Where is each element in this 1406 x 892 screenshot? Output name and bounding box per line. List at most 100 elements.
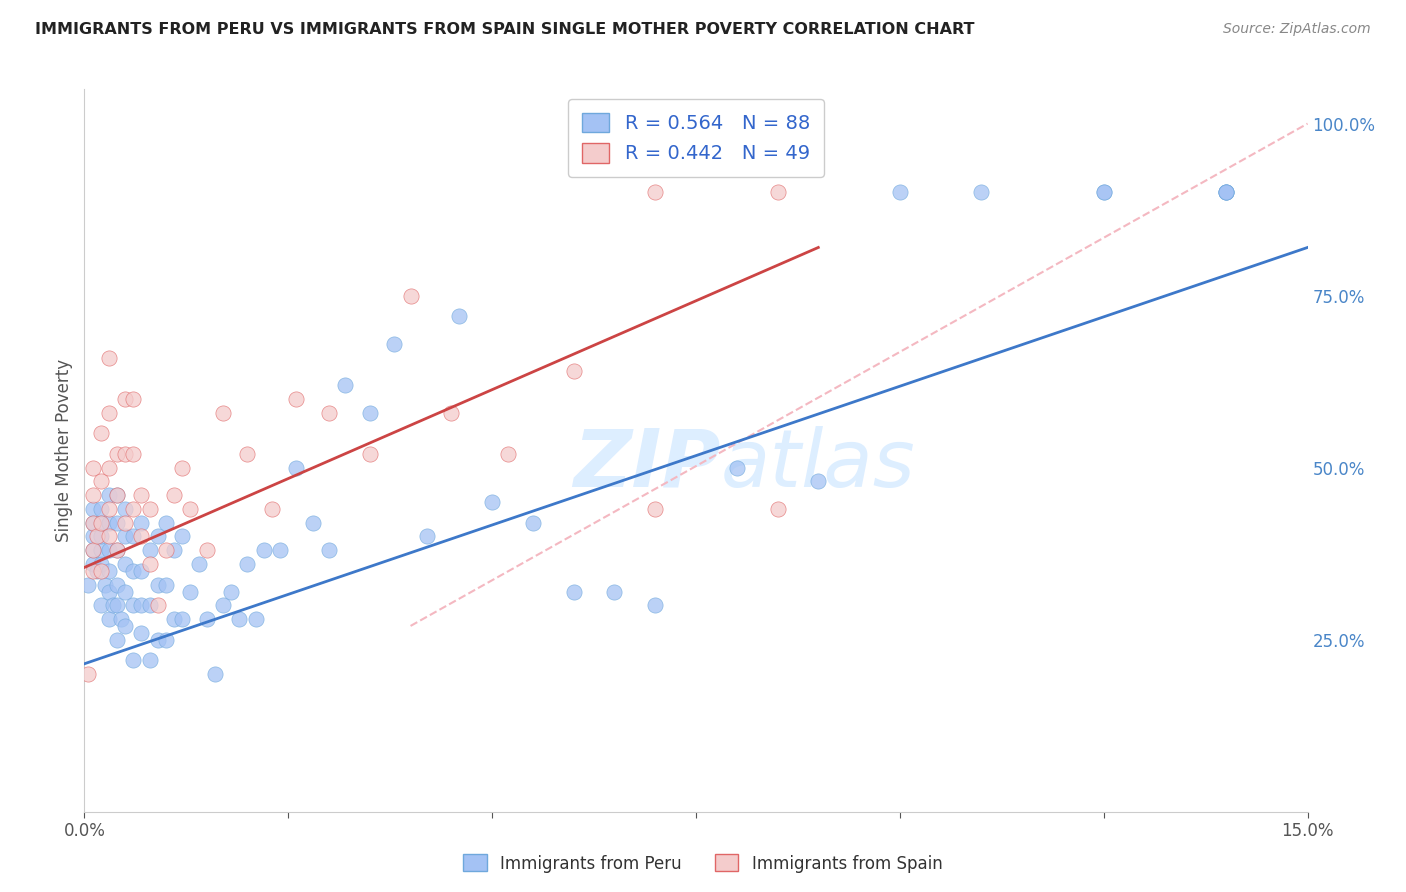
- Point: [138, 502, 160, 516]
- Point: [105, 543, 128, 558]
- Point: [644, 186, 666, 200]
- Point: [1092, 186, 1115, 200]
- Point: [82, 488, 104, 502]
- Point: [110, 612, 132, 626]
- Point: [146, 529, 169, 543]
- Point: [219, 584, 242, 599]
- Point: [97, 529, 120, 543]
- Point: [155, 543, 177, 558]
- Point: [195, 543, 218, 558]
- Point: [82, 516, 104, 530]
- Point: [1092, 186, 1115, 200]
- Point: [498, 447, 520, 461]
- Point: [481, 495, 503, 509]
- Point: [82, 460, 104, 475]
- Point: [90, 599, 112, 613]
- Point: [138, 557, 160, 571]
- Point: [90, 426, 112, 441]
- Point: [97, 516, 120, 530]
- Point: [105, 516, 128, 530]
- Point: [114, 619, 136, 633]
- Point: [90, 557, 112, 571]
- Point: [82, 557, 104, 571]
- Point: [86, 564, 108, 578]
- Point: [97, 460, 120, 475]
- Point: [77, 577, 100, 591]
- Point: [97, 488, 120, 502]
- Point: [114, 557, 136, 571]
- Point: [195, 612, 218, 626]
- Point: [172, 529, 194, 543]
- Point: [212, 406, 235, 420]
- Point: [970, 186, 993, 200]
- Point: [90, 543, 112, 558]
- Point: [146, 599, 169, 613]
- Legend: R = 0.564   N = 88, R = 0.442   N = 49: R = 0.564 N = 88, R = 0.442 N = 49: [568, 99, 824, 177]
- Point: [82, 543, 104, 558]
- Point: [172, 612, 194, 626]
- Point: [399, 288, 422, 302]
- Point: [172, 460, 194, 475]
- Point: [1215, 186, 1237, 200]
- Point: [766, 186, 789, 200]
- Point: [97, 502, 120, 516]
- Legend: Immigrants from Peru, Immigrants from Spain: Immigrants from Peru, Immigrants from Sp…: [457, 847, 949, 880]
- Point: [131, 529, 153, 543]
- Point: [90, 529, 112, 543]
- Point: [179, 502, 201, 516]
- Point: [90, 516, 112, 530]
- Point: [163, 612, 186, 626]
- Y-axis label: Single Mother Poverty: Single Mother Poverty: [55, 359, 73, 542]
- Point: [97, 584, 120, 599]
- Point: [131, 488, 153, 502]
- Point: [766, 502, 789, 516]
- Point: [562, 584, 585, 599]
- Point: [82, 502, 104, 516]
- Point: [90, 502, 112, 516]
- Point: [155, 577, 177, 591]
- Point: [889, 186, 911, 200]
- Point: [105, 632, 128, 647]
- Point: [82, 529, 104, 543]
- Point: [449, 310, 471, 324]
- Point: [105, 488, 128, 502]
- Point: [138, 599, 160, 613]
- Point: [301, 516, 323, 530]
- Point: [97, 612, 120, 626]
- Point: [522, 516, 544, 530]
- Point: [97, 564, 120, 578]
- Point: [1215, 186, 1237, 200]
- Point: [97, 406, 120, 420]
- Point: [440, 406, 463, 420]
- Point: [114, 529, 136, 543]
- Point: [155, 516, 177, 530]
- Point: [122, 502, 145, 516]
- Point: [90, 475, 112, 489]
- Point: [236, 447, 259, 461]
- Point: [122, 447, 145, 461]
- Text: IMMIGRANTS FROM PERU VS IMMIGRANTS FROM SPAIN SINGLE MOTHER POVERTY CORRELATION : IMMIGRANTS FROM PERU VS IMMIGRANTS FROM …: [35, 22, 974, 37]
- Point: [90, 564, 112, 578]
- Point: [122, 529, 145, 543]
- Point: [269, 543, 291, 558]
- Point: [644, 502, 666, 516]
- Point: [77, 667, 100, 681]
- Point: [318, 543, 340, 558]
- Point: [105, 488, 128, 502]
- Point: [285, 460, 308, 475]
- Point: [105, 447, 128, 461]
- Point: [82, 564, 104, 578]
- Point: [138, 653, 160, 667]
- Point: [90, 516, 112, 530]
- Point: [105, 577, 128, 591]
- Point: [253, 543, 276, 558]
- Point: [122, 599, 145, 613]
- Point: [101, 599, 124, 613]
- Point: [187, 557, 209, 571]
- Point: [105, 543, 128, 558]
- Point: [163, 488, 186, 502]
- Point: [1215, 186, 1237, 200]
- Point: [285, 392, 308, 406]
- Point: [86, 529, 108, 543]
- Point: [114, 584, 136, 599]
